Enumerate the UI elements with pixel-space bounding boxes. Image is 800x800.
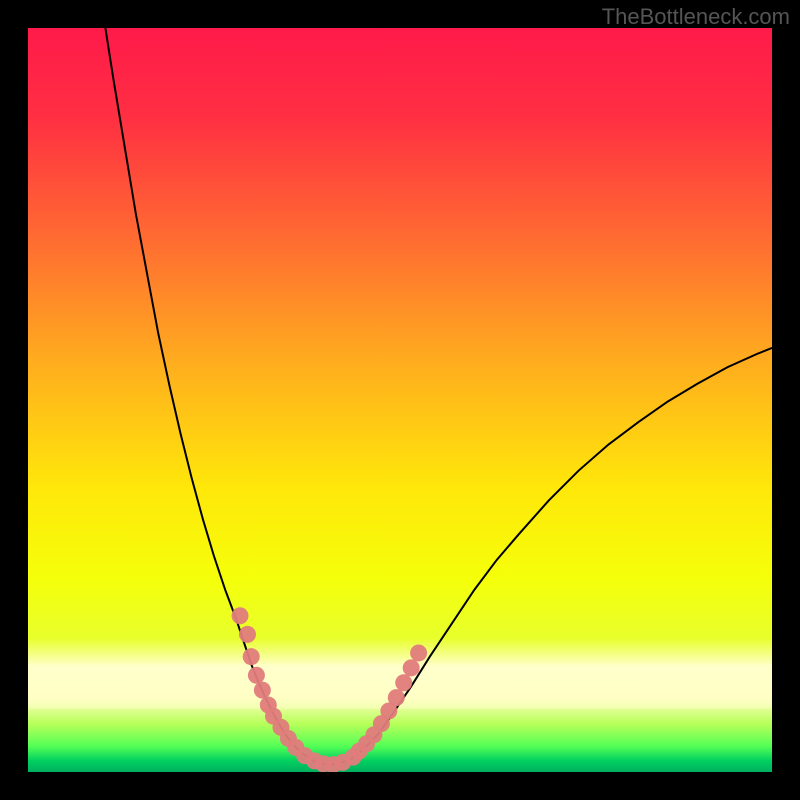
data-marker	[254, 682, 271, 699]
data-marker	[243, 648, 260, 665]
data-marker	[388, 689, 405, 706]
bottleneck-curve	[28, 28, 772, 772]
data-marker	[410, 644, 427, 661]
data-marker	[248, 667, 265, 684]
watermark-text: TheBottleneck.com	[602, 4, 790, 30]
data-marker	[232, 607, 249, 624]
chart-plot-area	[28, 28, 772, 772]
data-marker	[403, 659, 420, 676]
data-marker	[239, 626, 256, 643]
data-marker	[395, 674, 412, 691]
